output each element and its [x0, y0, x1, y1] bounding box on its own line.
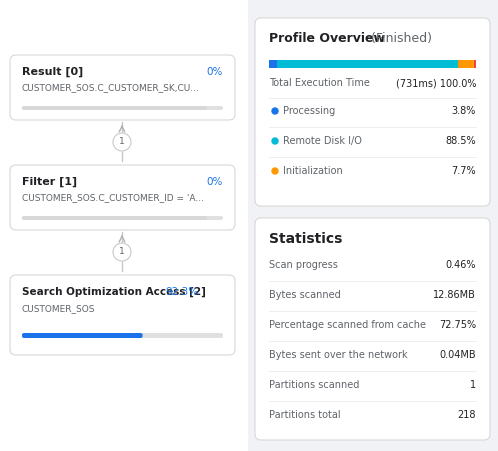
Text: 1: 1 — [119, 138, 125, 147]
Text: 0%: 0% — [207, 177, 223, 187]
Text: Profile Overview: Profile Overview — [269, 32, 385, 45]
Text: 218: 218 — [458, 410, 476, 420]
FancyBboxPatch shape — [269, 60, 476, 68]
Text: Remote Disk I/O: Remote Disk I/O — [283, 136, 362, 146]
FancyBboxPatch shape — [22, 106, 207, 110]
Text: 0.04MB: 0.04MB — [439, 350, 476, 360]
Text: Processing: Processing — [283, 106, 335, 116]
Circle shape — [272, 108, 278, 114]
Text: 7.7%: 7.7% — [451, 166, 476, 176]
FancyBboxPatch shape — [277, 60, 458, 68]
FancyBboxPatch shape — [22, 216, 207, 220]
Circle shape — [272, 138, 278, 144]
Text: Result [0]: Result [0] — [22, 67, 83, 77]
Text: 88.5%: 88.5% — [445, 136, 476, 146]
FancyBboxPatch shape — [255, 218, 490, 440]
Text: Percentage scanned from cache: Percentage scanned from cache — [269, 320, 426, 330]
Text: Total Execution Time: Total Execution Time — [269, 78, 370, 88]
FancyBboxPatch shape — [22, 333, 142, 338]
Text: 1: 1 — [470, 380, 476, 390]
Text: Partitions total: Partitions total — [269, 410, 341, 420]
Text: 1: 1 — [119, 248, 125, 257]
Text: 3.8%: 3.8% — [452, 106, 476, 116]
Text: Statistics: Statistics — [269, 232, 342, 246]
Text: 92.3%: 92.3% — [165, 287, 198, 297]
FancyBboxPatch shape — [22, 106, 223, 110]
Text: Filter [1]: Filter [1] — [22, 177, 77, 187]
FancyBboxPatch shape — [458, 60, 474, 68]
Text: 0.46%: 0.46% — [446, 260, 476, 270]
Circle shape — [113, 133, 131, 151]
Text: Initialization: Initialization — [283, 166, 343, 176]
Text: Partitions scanned: Partitions scanned — [269, 380, 360, 390]
Text: Scan progress: Scan progress — [269, 260, 338, 270]
Text: CUSTOMER_SOS: CUSTOMER_SOS — [22, 304, 96, 313]
FancyBboxPatch shape — [10, 165, 235, 230]
FancyBboxPatch shape — [269, 60, 277, 68]
FancyBboxPatch shape — [10, 275, 235, 355]
FancyBboxPatch shape — [474, 60, 476, 68]
Text: (Finished): (Finished) — [367, 32, 432, 45]
Text: (731ms) 100.0%: (731ms) 100.0% — [395, 78, 476, 88]
Text: Bytes scanned: Bytes scanned — [269, 290, 341, 300]
FancyBboxPatch shape — [22, 333, 223, 338]
Text: Search Optimization Access [2]: Search Optimization Access [2] — [22, 287, 206, 297]
FancyBboxPatch shape — [255, 18, 490, 206]
Circle shape — [272, 168, 278, 174]
Text: Bytes sent over the network: Bytes sent over the network — [269, 350, 408, 360]
Circle shape — [113, 243, 131, 261]
Text: 72.75%: 72.75% — [439, 320, 476, 330]
FancyBboxPatch shape — [10, 55, 235, 120]
Text: 12.86MB: 12.86MB — [433, 290, 476, 300]
Bar — [0, 0, 248, 451]
FancyBboxPatch shape — [22, 216, 223, 220]
Text: CUSTOMER_SOS.C_CUSTOMER_SK,CU...: CUSTOMER_SOS.C_CUSTOMER_SK,CU... — [22, 83, 200, 92]
Text: CUSTOMER_SOS.C_CUSTOMER_ID = 'A...: CUSTOMER_SOS.C_CUSTOMER_ID = 'A... — [22, 193, 204, 202]
Text: 0%: 0% — [207, 67, 223, 77]
